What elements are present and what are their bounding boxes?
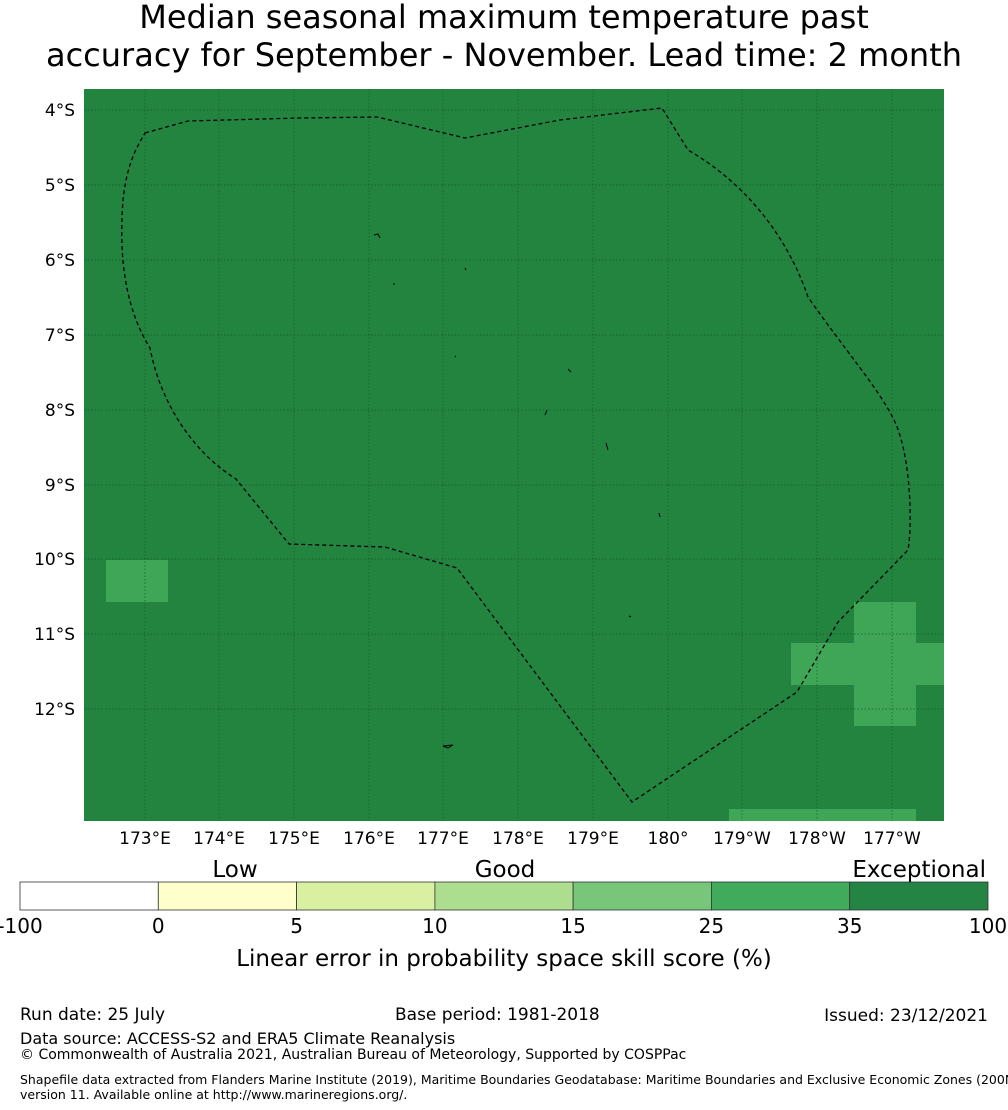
chart-title-line-2: accuracy for September - November. Lead … (45, 36, 963, 74)
lat-label: 7°S (45, 326, 75, 346)
colorbar-segment (19, 881, 159, 911)
colorbar: Low Good Exceptional -100 0 5 10 15 25 3… (0, 857, 1007, 972)
lat-label: 10°S (34, 550, 75, 570)
shapefile-credit-line-2: version 11. Available online at http://w… (20, 1087, 408, 1102)
colorbar-segment (434, 881, 574, 911)
island-8 (658, 512, 661, 518)
island-2 (464, 267, 467, 271)
lon-label: 174°E (193, 829, 245, 849)
island-5 (567, 368, 572, 373)
skill-cell-west (106, 560, 168, 602)
category-label-low: Low (212, 857, 257, 883)
skill-cell-south (729, 809, 916, 821)
colorbar-tick-labels: -100 0 5 10 15 25 35 100 (0, 914, 1007, 938)
chart-title-line-1: Median seasonal maximum temperature past (139, 0, 869, 36)
lon-label: 177°E (417, 829, 469, 849)
category-label-exceptional: Exceptional (852, 857, 986, 883)
lon-label: 179°W (713, 829, 771, 849)
data-source: Data source: ACCESS-S2 and ERA5 Climate … (20, 1029, 456, 1048)
category-label-good: Good (475, 857, 536, 883)
lat-label: 12°S (34, 700, 75, 720)
colorbar-tick: -100 (0, 914, 43, 938)
lon-label: 180° (648, 829, 689, 849)
lat-label: 4°S (45, 101, 75, 121)
colorbar-tick: 10 (422, 914, 447, 938)
graticule (84, 89, 944, 821)
colorbar-segment (157, 881, 298, 911)
lat-label: 8°S (45, 401, 75, 421)
colorbar-tick: 100 (969, 914, 1007, 938)
lon-label: 177°W (863, 829, 921, 849)
lat-label: 5°S (45, 176, 75, 196)
colorbar-tick: 15 (560, 914, 585, 938)
latitude-axis-labels: 4°S 5°S 6°S 7°S 8°S 9°S 10°S 11°S 12°S (34, 101, 75, 720)
colorbar-segments (19, 881, 989, 911)
lat-label: 11°S (34, 625, 75, 645)
island-outlines (373, 233, 661, 749)
issued-date: Issued: 23/12/2021 (824, 1006, 988, 1026)
island-1 (373, 233, 381, 239)
lon-label: 178°E (492, 829, 544, 849)
colorbar-segment (572, 881, 712, 911)
skill-cell-east-bottom (854, 684, 916, 726)
island-7 (605, 442, 609, 451)
lon-label: 179°E (567, 829, 619, 849)
copyright: © Commonwealth of Australia 2021, Austra… (20, 1047, 687, 1063)
island-6 (544, 409, 548, 416)
colorbar-segment (296, 881, 436, 911)
island-9 (628, 615, 632, 618)
lat-label: 6°S (45, 251, 75, 271)
lon-label: 173°E (119, 829, 171, 849)
island-10 (442, 744, 454, 749)
lat-label: 9°S (45, 476, 75, 496)
longitude-axis-labels: 173°E 174°E 175°E 176°E 177°E 178°E 179°… (119, 829, 921, 849)
base-period: Base period: 1981-2018 (395, 1005, 600, 1025)
colorbar-segment (849, 881, 989, 911)
colorbar-tick: 0 (152, 914, 165, 938)
map-background (84, 89, 944, 821)
colorbar-tick: 5 (290, 914, 303, 938)
island-4 (454, 355, 457, 358)
lon-label: 175°E (268, 829, 320, 849)
colorbar-category-labels: Low Good Exceptional (212, 857, 986, 883)
lon-label: 176°E (343, 829, 395, 849)
lon-label: 178°W (788, 829, 846, 849)
shapefile-credit-line-1: Shapefile data extracted from Flanders M… (20, 1072, 1008, 1087)
run-date: Run date: 25 July (20, 1005, 166, 1025)
skill-cell-east-top (854, 602, 916, 644)
skill-cell-east-middle (791, 643, 944, 685)
colorbar-segment (711, 881, 851, 911)
colorbar-tick: 35 (837, 914, 862, 938)
lower-skill-cells (106, 560, 944, 821)
map-panel: 4°S 5°S 6°S 7°S 8°S 9°S 10°S 11°S 12°S 1… (34, 89, 944, 849)
colorbar-axis-label: Linear error in probability space skill … (236, 946, 772, 972)
colorbar-tick: 25 (699, 914, 724, 938)
